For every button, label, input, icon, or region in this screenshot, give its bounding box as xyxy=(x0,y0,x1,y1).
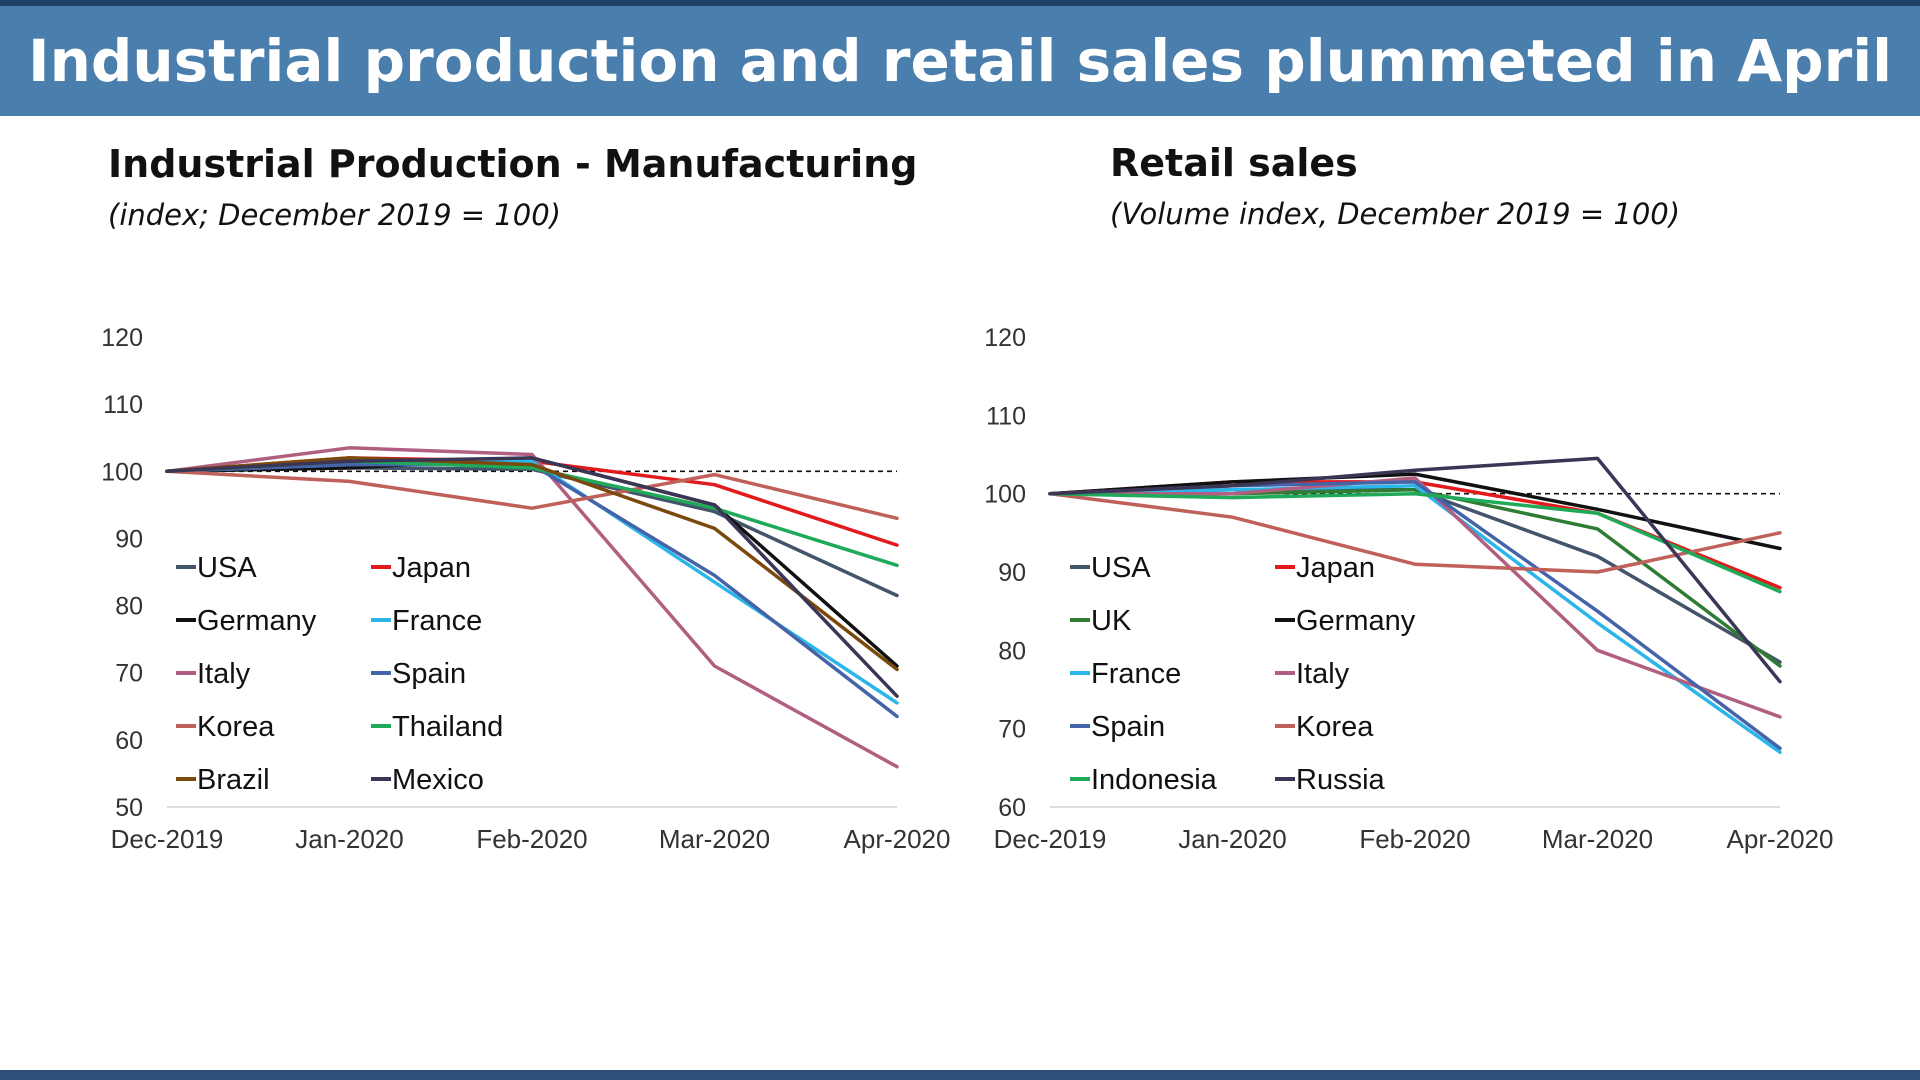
y-tick-label: 70 xyxy=(998,716,1026,744)
legend-label-brazil: Brazil xyxy=(197,764,270,796)
y-tick-label: 120 xyxy=(101,324,143,352)
industrial-production-panel: Industrial Production - Manufacturing (i… xyxy=(101,142,951,854)
series-line-italy xyxy=(165,446,899,769)
x-tick-label: Jan-2020 xyxy=(295,824,403,854)
banner-title: Industrial production and retail sales p… xyxy=(27,27,1892,95)
legend-label-mexico: Mexico xyxy=(392,764,484,796)
legend-label-korea: Korea xyxy=(197,711,275,743)
y-tick-label: 70 xyxy=(115,660,143,688)
x-tick-label: Mar-2020 xyxy=(1542,824,1653,854)
y-tick-label: 90 xyxy=(998,559,1026,587)
title-banner: Industrial production and retail sales p… xyxy=(0,6,1920,116)
industrial-production-chart: 50 60 70 80 90 100 110 120 Dec-2019 Jan-2020 Feb-2… xyxy=(101,324,951,854)
series-line-spain xyxy=(165,462,899,719)
y-tick-label: 60 xyxy=(115,727,143,755)
chart-subtitle: (Volume index, December 2019 = 100) xyxy=(1110,197,1681,231)
y-tick-label: 80 xyxy=(998,637,1026,665)
x-tick-label: Dec-2019 xyxy=(111,824,224,854)
y-tick-label: 100 xyxy=(984,481,1026,509)
chart-title: Retail sales xyxy=(1110,141,1358,185)
retail-sales-chart: 60 70 80 90 100 110 120 Dec-2019 Jan-2020 Feb-202… xyxy=(984,324,1834,854)
legend-label-germany: Germany xyxy=(197,605,317,637)
series-line-uk xyxy=(1048,488,1782,668)
y-tick-label: 110 xyxy=(103,391,143,419)
x-tick-label: Apr-2020 xyxy=(844,824,951,854)
y-tick-label: 90 xyxy=(115,525,143,553)
legend: USA Japan UK Germany France Italy Spain Korea In… xyxy=(1070,552,1416,796)
x-tick-label: Dec-2019 xyxy=(994,824,1107,854)
y-tick-label: 80 xyxy=(115,593,143,621)
legend-label-japan: Japan xyxy=(392,552,471,584)
legend-label-spain: Spain xyxy=(1091,711,1165,743)
chart-title: Industrial Production - Manufacturing xyxy=(108,142,918,186)
series-line-korea xyxy=(1048,491,1782,574)
top-rule xyxy=(0,0,1920,6)
series-line-france xyxy=(1048,484,1782,754)
legend-label-japan: Japan xyxy=(1296,552,1375,584)
x-tick-label: Feb-2020 xyxy=(1359,824,1470,854)
series-line-italy xyxy=(1048,476,1782,719)
x-tick-label: Jan-2020 xyxy=(1178,824,1286,854)
legend-label-italy: Italy xyxy=(197,658,251,690)
legend-label-spain: Spain xyxy=(392,658,466,690)
y-tick-label: 110 xyxy=(986,402,1026,430)
legend-label-germany: Germany xyxy=(1296,605,1416,637)
legend: USA Japan Germany France Italy Spain Korea Thai… xyxy=(176,552,503,796)
series-line-brazil xyxy=(165,456,899,672)
legend-label-thailand: Thailand xyxy=(392,711,503,743)
bottom-rule xyxy=(0,1070,1920,1080)
legend-label-russia: Russia xyxy=(1296,764,1386,796)
x-tick-label: Mar-2020 xyxy=(659,824,770,854)
series-line-indonesia xyxy=(1048,491,1782,594)
y-tick-label: 60 xyxy=(998,794,1026,822)
y-tick-label: 100 xyxy=(101,458,143,486)
series-line-mexico xyxy=(165,456,899,698)
series-line-korea xyxy=(165,469,899,521)
legend-label-usa: USA xyxy=(1091,552,1151,584)
legend-label-uk: UK xyxy=(1091,605,1132,637)
x-tick-label: Apr-2020 xyxy=(1727,824,1834,854)
y-tick-label: 50 xyxy=(115,794,143,822)
legend-label-italy: Italy xyxy=(1296,658,1350,690)
legend-label-france: France xyxy=(1091,658,1181,690)
x-tick-label: Feb-2020 xyxy=(476,824,587,854)
y-tick-label: 120 xyxy=(984,324,1026,352)
legend-label-france: France xyxy=(392,605,482,637)
series-line-russia xyxy=(1048,456,1782,684)
legend-label-usa: USA xyxy=(197,552,257,584)
legend-label-korea: Korea xyxy=(1296,711,1374,743)
series-line-germany xyxy=(1048,472,1782,551)
chart-subtitle: (index; December 2019 = 100) xyxy=(108,198,561,232)
retail-sales-panel: Retail sales (Volume index, December 201… xyxy=(960,0,1920,1080)
legend-label-indonesia: Indonesia xyxy=(1091,764,1218,796)
